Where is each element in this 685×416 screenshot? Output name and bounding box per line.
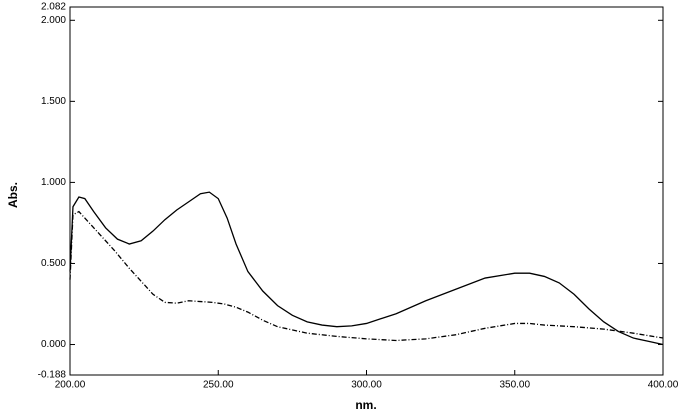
x-tick-label: 300.00: [351, 380, 382, 391]
x-tick-label: 200.00: [55, 380, 86, 391]
y-tick-label: 2.082: [41, 2, 66, 13]
y-tick-label: 2.000: [41, 15, 66, 26]
x-tick-label: 250.00: [203, 380, 234, 391]
y-tick-label: 1.500: [41, 96, 66, 107]
y-tick-label: 0.000: [41, 339, 66, 350]
y-tick-label: 0.500: [41, 258, 66, 269]
y-tick-label: 1.000: [41, 177, 66, 188]
x-tick-label: 350.00: [499, 380, 530, 391]
plot-frame: [69, 6, 664, 376]
y-tick-label: -0.188: [38, 370, 67, 381]
x-axis-label: nm.: [355, 398, 376, 412]
spectrum-line: [69, 210, 664, 342]
x-tick-label: 400.00: [648, 380, 679, 391]
spectrum-line: [69, 191, 664, 346]
y-axis-label: Abs.: [6, 182, 20, 208]
